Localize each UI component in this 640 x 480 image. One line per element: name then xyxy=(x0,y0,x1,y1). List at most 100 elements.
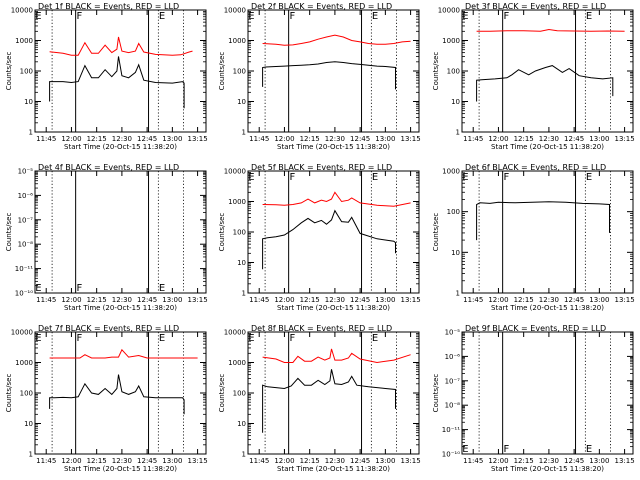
flag-e: E xyxy=(462,11,468,22)
flag-f: F xyxy=(289,11,295,22)
x-tick-label: 13:15 xyxy=(187,135,207,143)
flag-e: E xyxy=(586,11,592,22)
plot-frame xyxy=(461,331,634,455)
flag-f: F xyxy=(76,333,82,344)
x-tick-label: 13:00 xyxy=(375,296,395,304)
flag-f: F xyxy=(503,172,509,183)
y-axis-label: Counts/sec xyxy=(432,374,440,413)
plot-frame xyxy=(461,9,634,133)
x-tick-label: 12:15 xyxy=(514,135,534,143)
x-tick-label: 13:00 xyxy=(162,296,182,304)
series-lld xyxy=(262,34,411,46)
y-tick-label: 10⁻¹¹ xyxy=(442,426,460,434)
x-tick-label: 12:00 xyxy=(274,296,294,304)
flag-e: E xyxy=(248,333,254,344)
x-tick-label: 13:00 xyxy=(375,457,395,465)
y-tick-label: 10 xyxy=(24,420,33,428)
flag-e: E xyxy=(372,11,378,22)
flag-e: E xyxy=(159,333,165,344)
series-events xyxy=(476,65,614,102)
flag-f: F xyxy=(503,444,509,455)
x-tick-label: 12:15 xyxy=(514,296,534,304)
x-tick-label: 12:30 xyxy=(325,296,345,304)
y-tick-label: 1 xyxy=(242,129,246,137)
series-lld xyxy=(49,348,198,359)
panel-title: Det 1f BLACK = Events, RED = LLD xyxy=(38,2,179,11)
y-tick-label: 10⁻⁷ xyxy=(18,216,34,224)
y-tick-label: 100 xyxy=(233,390,246,398)
x-tick-label: 12:45 xyxy=(564,457,584,465)
x-tick-label: 13:15 xyxy=(614,135,634,143)
x-tick-label: 12:00 xyxy=(274,457,294,465)
panel-title: Det 9f BLACK = Events, RED = LLD xyxy=(465,324,606,333)
y-axis-label: Counts/sec xyxy=(218,213,226,252)
series-lld xyxy=(262,191,411,207)
x-tick-label: 13:00 xyxy=(589,135,609,143)
y-tick-label: 10⁻¹⁰ xyxy=(15,290,33,298)
flag-e: E xyxy=(35,333,41,344)
plot-frame xyxy=(461,170,634,294)
panel-title: Det 7f BLACK = Events, RED = LLD xyxy=(38,324,179,333)
flag-e: E xyxy=(462,172,468,183)
y-tick-label: 100 xyxy=(447,208,460,216)
y-tick-label: 10 xyxy=(237,420,246,428)
x-tick-label: 13:00 xyxy=(589,296,609,304)
y-tick-label: 100 xyxy=(447,68,460,76)
y-tick-label: 10⁻⁶ xyxy=(445,353,461,361)
y-tick-label: 10⁻¹⁰ xyxy=(442,451,460,459)
x-tick-label: 11:45 xyxy=(36,457,56,465)
y-tick-label: 10 xyxy=(451,249,460,257)
x-axis-label: Start Time (20-Oct-15 11:38:20) xyxy=(64,465,177,473)
y-axis-label: Counts/sec xyxy=(218,52,226,91)
x-tick-label: 11:45 xyxy=(463,457,483,465)
x-axis-label: Start Time (20-Oct-15 11:38:20) xyxy=(277,465,390,473)
x-tick-label: 12:15 xyxy=(87,457,107,465)
x-tick-label: 12:15 xyxy=(87,296,107,304)
y-axis-label: Counts/sec xyxy=(218,374,226,413)
y-tick-label: 10⁻⁵ xyxy=(445,329,461,337)
x-tick-label: 13:15 xyxy=(187,296,207,304)
x-axis-label: Start Time (20-Oct-15 11:38:20) xyxy=(491,465,604,473)
panel-title: Det 5f BLACK = Events, RED = LLD xyxy=(251,163,392,172)
y-tick-label: 1000 xyxy=(228,198,246,206)
y-tick-label: 1000 xyxy=(15,37,33,45)
x-tick-label: 12:45 xyxy=(137,135,157,143)
x-tick-label: 12:30 xyxy=(539,457,559,465)
x-tick-label: 13:15 xyxy=(400,296,420,304)
x-tick-label: 12:45 xyxy=(137,457,157,465)
flag-f: F xyxy=(76,11,82,22)
plot-frame xyxy=(247,331,420,455)
x-tick-label: 12:30 xyxy=(112,135,132,143)
x-tick-label: 12:30 xyxy=(539,135,559,143)
x-tick-label: 12:00 xyxy=(61,135,81,143)
series-events xyxy=(49,374,185,415)
x-tick-label: 11:45 xyxy=(36,135,56,143)
y-tick-label: 10 xyxy=(237,259,246,267)
y-tick-label: 1 xyxy=(456,290,460,298)
x-tick-label: 11:45 xyxy=(463,135,483,143)
series-events xyxy=(262,369,396,433)
x-tick-label: 12:45 xyxy=(350,135,370,143)
y-tick-label: 10⁻⁸ xyxy=(445,402,461,410)
y-tick-label: 1000 xyxy=(15,359,33,367)
y-tick-label: 1000 xyxy=(228,37,246,45)
y-tick-label: 100 xyxy=(20,68,33,76)
x-axis-label: Start Time (20-Oct-15 11:38:20) xyxy=(491,143,604,151)
flag-e: E xyxy=(159,283,165,294)
flag-e: E xyxy=(35,11,41,22)
x-tick-label: 13:15 xyxy=(400,135,420,143)
panel-title: Det 4f BLACK = Events, RED = LLD xyxy=(38,163,179,172)
x-axis-label: Start Time (20-Oct-15 11:38:20) xyxy=(277,304,390,312)
x-tick-label: 12:00 xyxy=(488,135,508,143)
x-tick-label: 12:00 xyxy=(274,135,294,143)
x-tick-label: 12:15 xyxy=(514,457,534,465)
y-tick-label: 100 xyxy=(20,390,33,398)
y-axis-label: Counts/sec xyxy=(5,374,13,413)
